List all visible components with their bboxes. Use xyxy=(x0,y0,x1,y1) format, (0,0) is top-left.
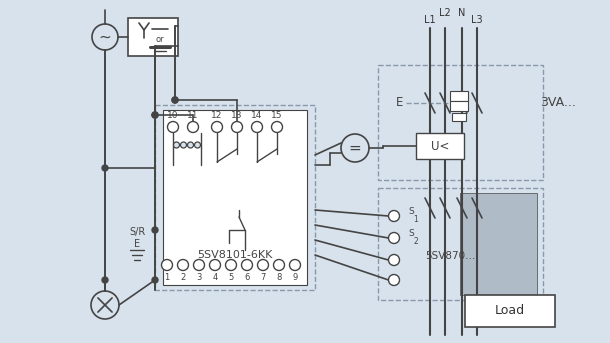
Circle shape xyxy=(257,260,268,271)
Text: S/R: S/R xyxy=(129,227,145,237)
Text: U<: U< xyxy=(431,140,449,153)
Text: or: or xyxy=(156,35,164,45)
Circle shape xyxy=(226,260,237,271)
Text: 12: 12 xyxy=(211,110,223,119)
Text: 5SV8101-6KK: 5SV8101-6KK xyxy=(197,250,273,260)
Bar xyxy=(465,295,555,327)
Text: 7: 7 xyxy=(260,272,266,282)
Text: 5: 5 xyxy=(228,272,234,282)
Text: =: = xyxy=(349,141,361,155)
Bar xyxy=(378,65,543,180)
Circle shape xyxy=(251,121,262,132)
Circle shape xyxy=(193,260,204,271)
Circle shape xyxy=(187,142,193,148)
Text: L2: L2 xyxy=(439,8,451,18)
Circle shape xyxy=(162,260,173,271)
Bar xyxy=(450,91,468,101)
Text: 10: 10 xyxy=(167,110,179,119)
Text: 9: 9 xyxy=(292,272,298,282)
Circle shape xyxy=(389,233,400,244)
Bar xyxy=(450,101,468,111)
Circle shape xyxy=(152,112,158,118)
Circle shape xyxy=(195,142,201,148)
Circle shape xyxy=(102,277,108,283)
Bar xyxy=(460,193,537,295)
Circle shape xyxy=(172,97,178,103)
Circle shape xyxy=(178,260,188,271)
Bar xyxy=(128,18,178,56)
Bar xyxy=(155,105,315,290)
Text: 3: 3 xyxy=(196,272,202,282)
Text: L1: L1 xyxy=(424,15,436,25)
Text: S: S xyxy=(408,229,414,238)
Bar xyxy=(163,110,307,285)
Circle shape xyxy=(92,24,118,50)
Text: 6: 6 xyxy=(245,272,249,282)
Circle shape xyxy=(172,97,178,103)
Text: L3: L3 xyxy=(471,15,483,25)
Text: 2: 2 xyxy=(181,272,185,282)
Text: 5SV870...: 5SV870... xyxy=(425,251,475,261)
Circle shape xyxy=(232,121,243,132)
Circle shape xyxy=(242,260,253,271)
Circle shape xyxy=(389,274,400,285)
Circle shape xyxy=(187,121,198,132)
Text: 1: 1 xyxy=(164,272,170,282)
Text: 11: 11 xyxy=(187,110,199,119)
Text: S: S xyxy=(408,208,414,216)
Bar xyxy=(452,113,466,121)
Circle shape xyxy=(152,112,158,118)
Circle shape xyxy=(209,260,220,271)
Circle shape xyxy=(102,165,108,171)
Text: 8: 8 xyxy=(276,272,282,282)
Circle shape xyxy=(181,142,187,148)
Circle shape xyxy=(271,121,282,132)
Circle shape xyxy=(91,291,119,319)
Text: 14: 14 xyxy=(251,110,263,119)
Circle shape xyxy=(152,227,158,233)
Text: E: E xyxy=(396,96,403,109)
Text: N: N xyxy=(458,8,465,18)
Text: Load: Load xyxy=(495,305,525,318)
Text: 13: 13 xyxy=(231,110,243,119)
Circle shape xyxy=(389,211,400,222)
Circle shape xyxy=(273,260,284,271)
Bar xyxy=(378,188,543,300)
Text: E: E xyxy=(134,239,140,249)
Bar xyxy=(416,133,464,159)
Text: 2: 2 xyxy=(413,237,418,247)
Text: 15: 15 xyxy=(271,110,283,119)
Text: ~: ~ xyxy=(99,29,112,45)
Circle shape xyxy=(212,121,223,132)
Circle shape xyxy=(152,277,158,283)
Circle shape xyxy=(290,260,301,271)
Text: 3VA...: 3VA... xyxy=(540,96,576,109)
Text: 4: 4 xyxy=(212,272,218,282)
Circle shape xyxy=(341,134,369,162)
Circle shape xyxy=(173,142,179,148)
Circle shape xyxy=(389,255,400,265)
Circle shape xyxy=(168,121,179,132)
Text: 1: 1 xyxy=(413,215,418,225)
